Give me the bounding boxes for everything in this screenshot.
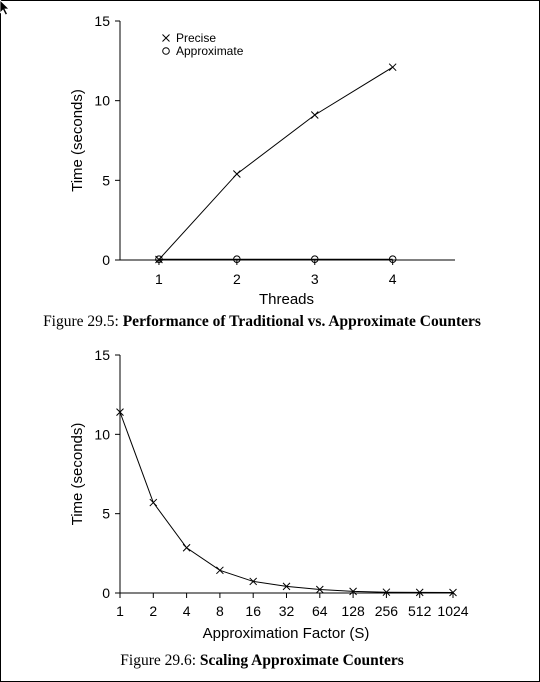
- legend-label-approximate: Approximate: [176, 44, 244, 58]
- y-tick-label: 5: [102, 172, 110, 188]
- x-tick-label: 1: [116, 603, 124, 619]
- data-point: [415, 588, 424, 597]
- series-line-precise: [158, 66, 393, 260]
- figure-number: Figure 29.5:: [43, 313, 119, 330]
- y-tick-label: 10: [94, 426, 110, 442]
- data-point: [182, 543, 191, 552]
- data-point: [116, 408, 124, 416]
- legend-label-precise: Precise: [176, 31, 216, 45]
- y-tick-label: 10: [94, 93, 110, 109]
- figure-29-6-caption: Figure 29.6: Scaling Approximate Counter…: [0, 652, 524, 670]
- x-tick-label: 128: [341, 603, 365, 619]
- data-point: [149, 498, 158, 507]
- data-point-precise: [310, 111, 319, 119]
- figure-29-5-caption: Figure 29.5: Performance of Traditional …: [0, 313, 524, 331]
- x-tick-label: 2: [149, 603, 157, 619]
- y-tick-label: 15: [94, 347, 110, 363]
- series-line: [119, 411, 454, 594]
- y-axis-label: Time (seconds): [69, 89, 86, 192]
- legend-marker-precise: [162, 34, 170, 42]
- data-point-approximate: [155, 255, 163, 264]
- x-tick-label: 64: [312, 603, 328, 619]
- y-tick-label: 0: [102, 585, 110, 601]
- y-axis-label: Time (seconds): [69, 423, 86, 526]
- data-point: [216, 566, 224, 575]
- figure-number: Figure 29.6:: [120, 652, 197, 669]
- data-point-approximate: [233, 255, 241, 264]
- arrow-cursor-icon: [0, 0, 10, 16]
- figure-title: Scaling Approximate Counters: [199, 652, 404, 669]
- data-point: [282, 582, 291, 591]
- x-tick-label: 4: [389, 271, 397, 287]
- x-tick-label: 4: [183, 603, 191, 619]
- data-point: [249, 577, 258, 586]
- x-tick-label: 2: [233, 271, 241, 287]
- figure-title: Performance of Traditional vs. Approxima…: [122, 313, 481, 330]
- data-point-precise: [233, 170, 241, 178]
- data-point-approximate: [310, 255, 319, 264]
- x-tick-label: 8: [216, 603, 224, 619]
- legend-marker-approximate: [162, 47, 170, 55]
- data-point-precise: [388, 63, 397, 72]
- y-tick-label: 15: [94, 13, 110, 29]
- x-tick-label: 16: [245, 603, 261, 619]
- y-tick-label: 0: [102, 252, 110, 268]
- x-tick-label: 1: [155, 271, 163, 287]
- data-point: [449, 588, 457, 597]
- chart-threads: 0 5 10 15 1 2 3 4 Threads Time (seconds) PreciseAp…: [69, 13, 455, 308]
- x-axis-label: Approximation Factor (S): [203, 625, 370, 642]
- x-tick-label: 1024: [437, 603, 468, 619]
- chart-approximation-factor: 0 5 10 15 1 2 4 8 16 32 64 128 256 512 1024 Approximati…: [69, 347, 469, 642]
- x-tick-label: 3: [311, 271, 319, 287]
- x-tick-label: 512: [408, 603, 432, 619]
- y-tick-label: 5: [102, 506, 110, 522]
- x-tick-label: 32: [279, 603, 295, 619]
- x-axis-label: Threads: [259, 291, 314, 308]
- data-point: [382, 588, 391, 597]
- data-point: [315, 585, 324, 594]
- x-tick-label: 256: [375, 603, 399, 619]
- data-point-approximate: [388, 255, 397, 264]
- data-point: [349, 587, 357, 596]
